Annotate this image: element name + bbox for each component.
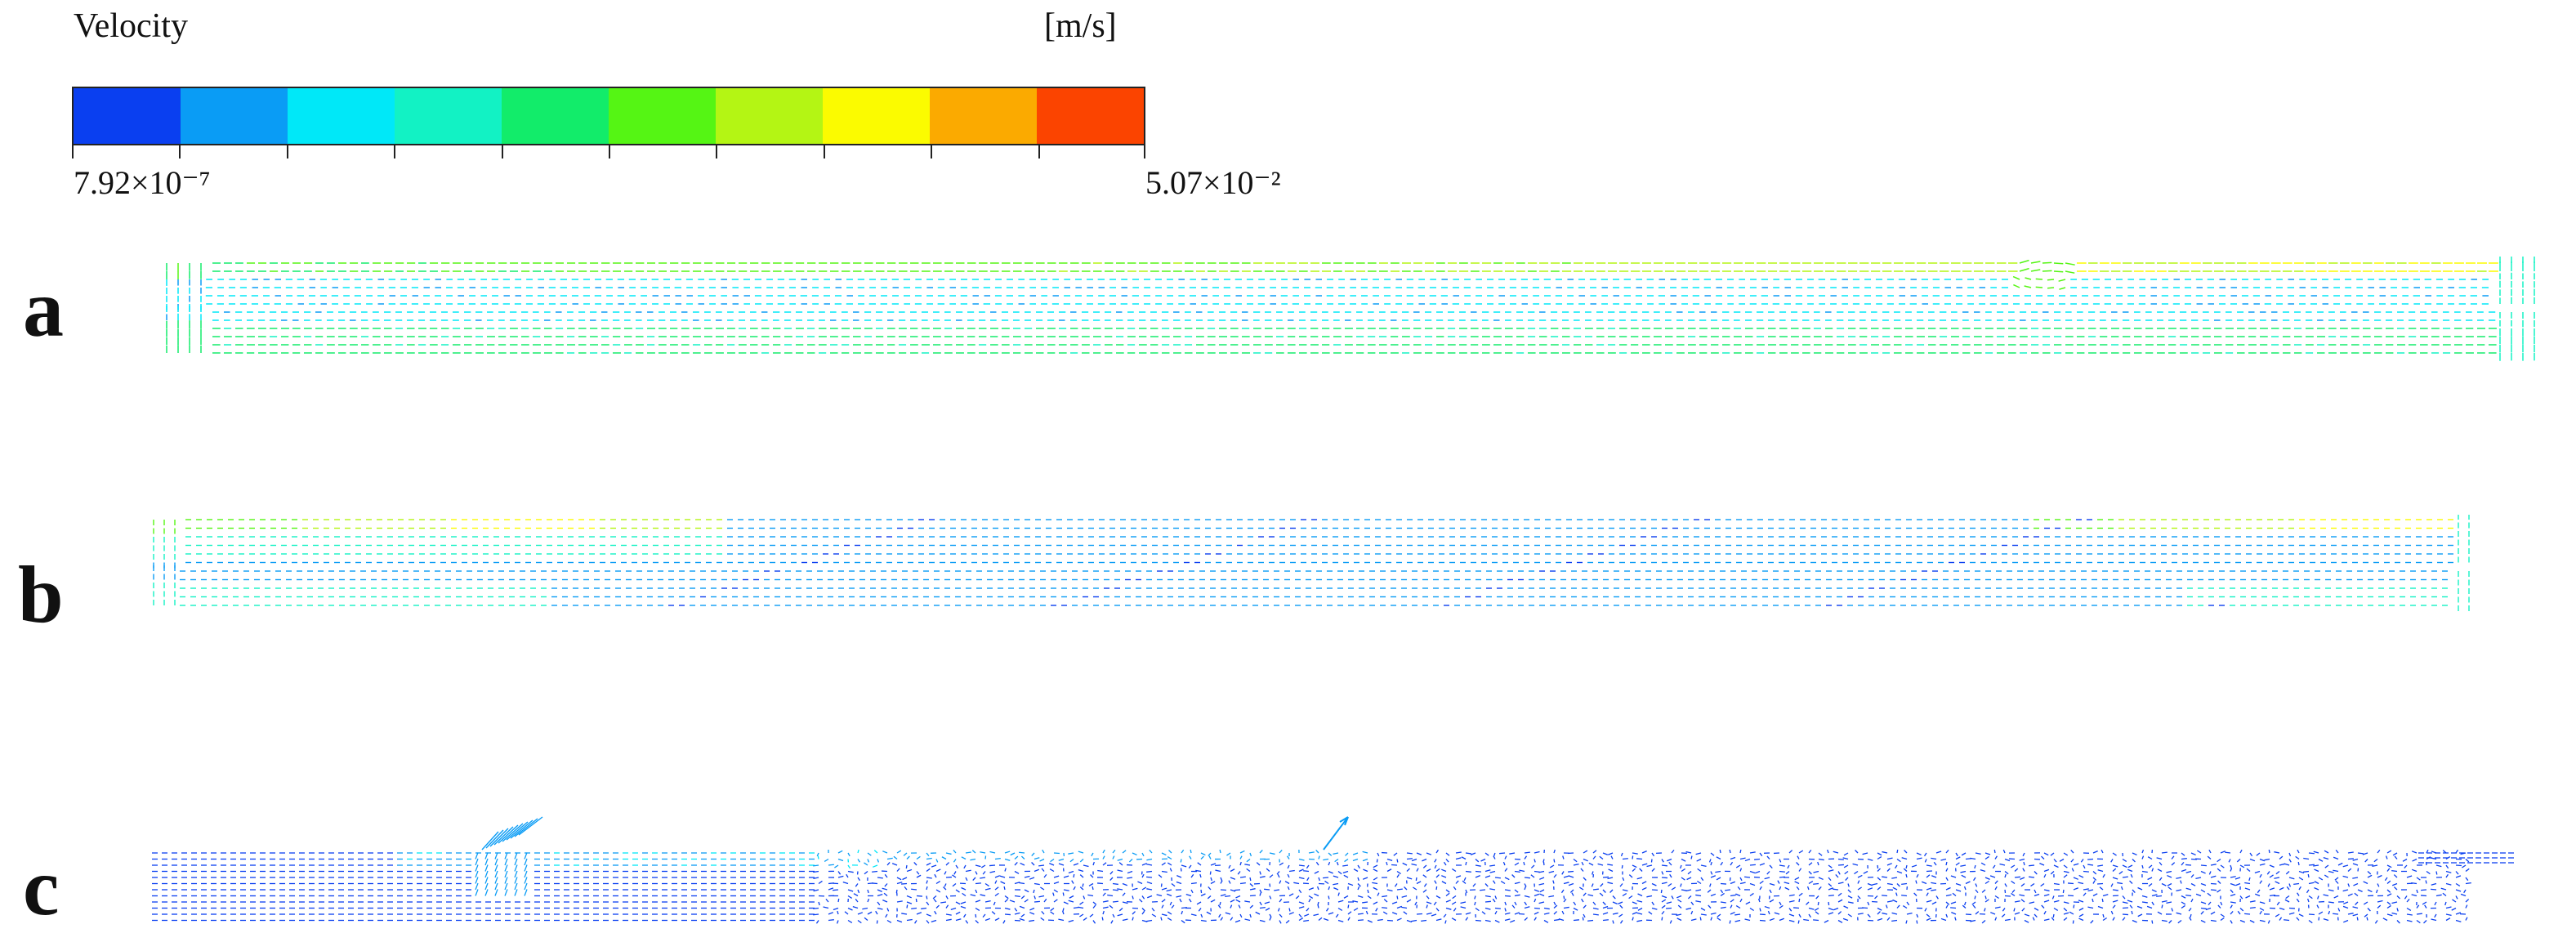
velocity-vector <box>2019 259 2029 264</box>
colorbar-tick <box>179 145 181 158</box>
panel-label-b: b <box>18 549 64 640</box>
colorbar-tick <box>609 145 610 158</box>
panel-label-c: c <box>23 842 60 932</box>
velocity-vector <box>2019 267 2029 272</box>
velocity-vector <box>2053 270 2064 273</box>
colorbar-tick <box>501 145 503 158</box>
colorbar-segment <box>609 88 716 144</box>
velocity-vector <box>2024 285 2032 288</box>
velocity-vector <box>2065 270 2075 274</box>
colorbar-segment <box>395 88 502 144</box>
velocity-vector <box>2035 286 2043 288</box>
colorbar-segment <box>823 88 930 144</box>
velocity-field-c <box>147 799 2516 930</box>
colorbar-tick <box>1038 145 1040 158</box>
colorbar-segment <box>930 88 1037 144</box>
velocity-vector <box>2053 262 2064 265</box>
panel-label-a: a <box>23 263 64 354</box>
velocity-vector <box>2030 269 2041 272</box>
velocity-vector <box>2058 279 2066 282</box>
velocity-field-a <box>160 257 2554 363</box>
legend-unit: [m/s] <box>1044 7 1117 45</box>
colorbar-segment <box>502 88 609 144</box>
velocity-vector <box>2065 262 2075 266</box>
colorbar-ticks <box>72 145 1145 158</box>
velocity-vector <box>2025 277 2032 280</box>
velocity-vector <box>2030 261 2041 264</box>
legend-max-label: 5.07×10⁻² <box>1145 164 1281 201</box>
velocity-vector <box>2059 287 2066 290</box>
velocity-vector <box>2013 284 2020 288</box>
colorbar-tick <box>394 145 396 158</box>
colorbar-segment <box>288 88 395 144</box>
colorbar-tick <box>1144 145 1145 158</box>
velocity-vector <box>2047 279 2055 281</box>
legend-title: Velocity <box>74 7 188 45</box>
colorbar-tick <box>931 145 933 158</box>
colorbar-segment <box>181 88 288 144</box>
colorbar-tick <box>286 145 288 158</box>
colorbar-segment <box>716 88 823 144</box>
colorbar-tick <box>823 145 825 158</box>
legend-min-label: 7.92×10⁻⁷ <box>74 164 211 201</box>
colorbar-tick <box>72 145 74 158</box>
velocity-vector <box>2012 275 2020 280</box>
velocity-vector <box>2042 261 2052 264</box>
colorbar-tick <box>716 145 718 158</box>
velocity-vector <box>2042 270 2052 272</box>
colorbar-segment <box>74 88 181 144</box>
colorbar-segment <box>1037 88 1144 144</box>
velocity-field-b <box>149 515 2477 614</box>
velocity-colorbar <box>72 87 1145 145</box>
